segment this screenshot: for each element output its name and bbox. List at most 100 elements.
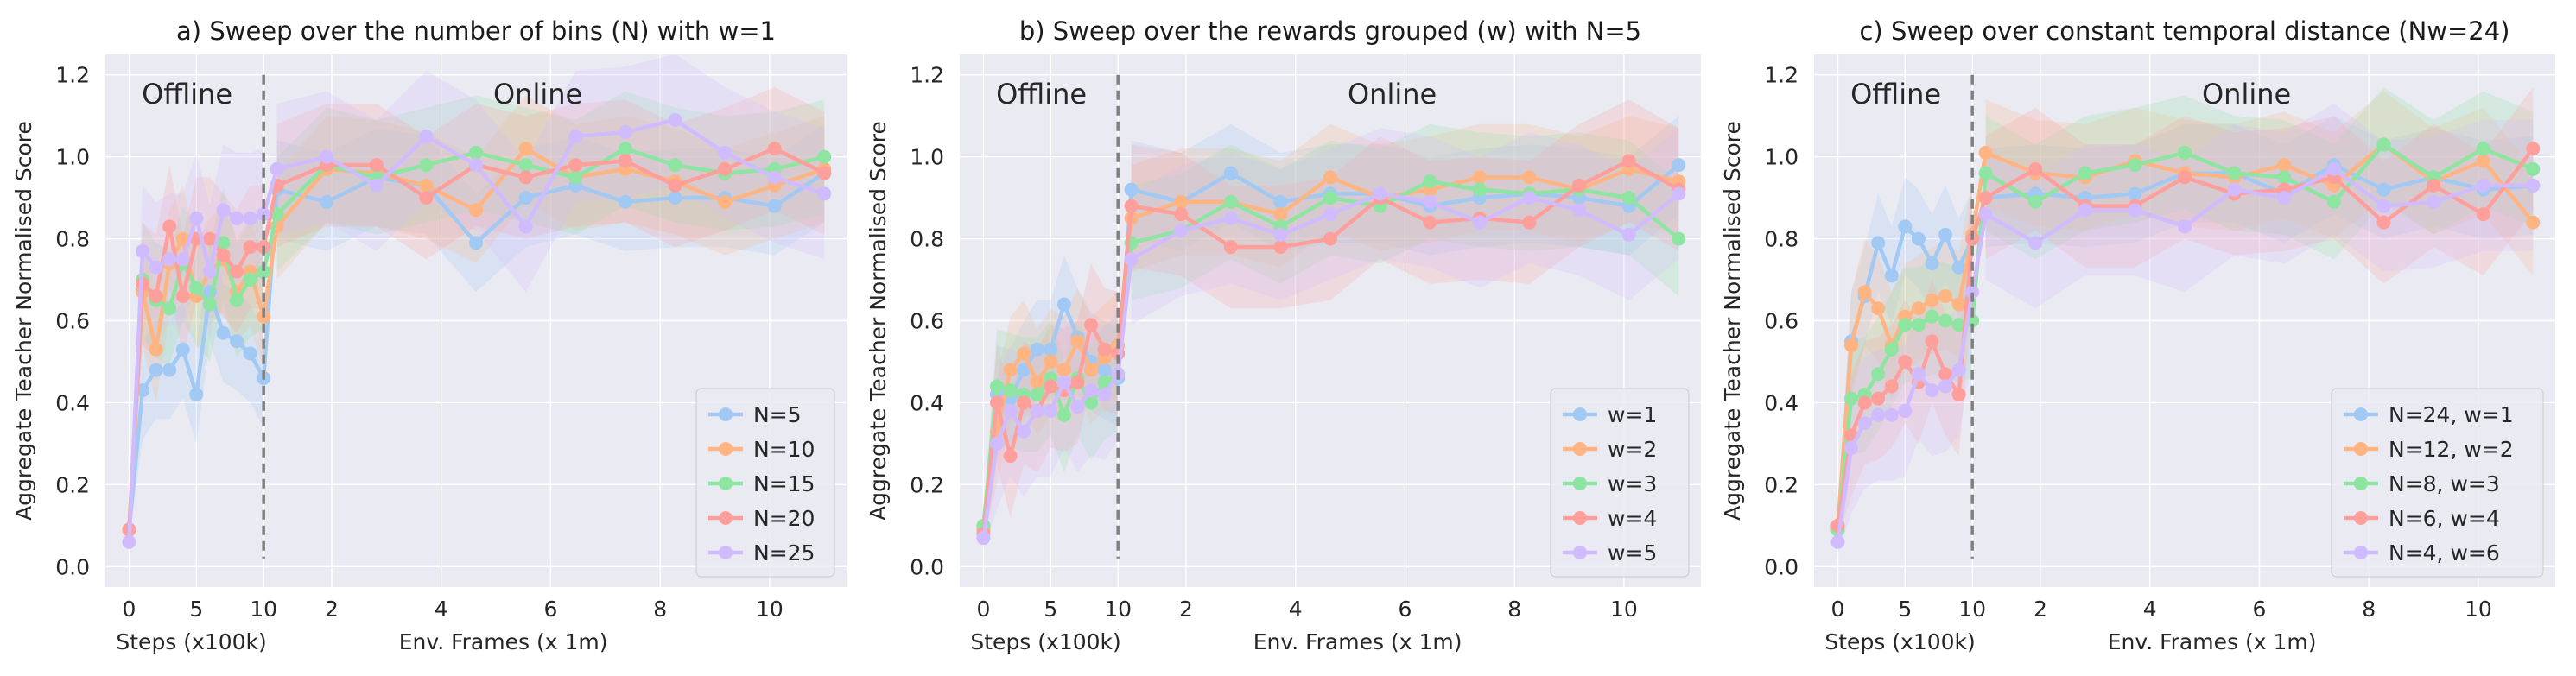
data-point-w=2 <box>1174 194 1189 209</box>
data-point-N=25 <box>162 252 177 267</box>
legend-marker <box>2354 442 2368 456</box>
data-point-w=4 <box>1124 199 1139 213</box>
data-point-N=20 <box>767 142 782 156</box>
data-point-w=5 <box>1174 224 1189 238</box>
data-point-N=6, w=4 <box>2178 170 2192 185</box>
data-point-N=20 <box>149 289 163 304</box>
data-point-N=25 <box>270 161 284 176</box>
data-point-N=25 <box>175 252 190 267</box>
data-point-N=6, w=4 <box>2526 142 2541 156</box>
data-point-w=2 <box>1017 346 1031 361</box>
x-tick-label-online: 8 <box>2362 597 2376 622</box>
data-point-N=25 <box>189 211 204 225</box>
data-point-w=3 <box>1084 395 1099 410</box>
legend-marker <box>1573 546 1587 559</box>
data-point-N=8, w=3 <box>1871 367 1886 382</box>
data-point-w=1 <box>1097 363 1112 377</box>
data-point-N=4, w=6 <box>1898 403 1913 418</box>
phase-label-online: Online <box>2202 78 2291 111</box>
data-point-w=2 <box>1056 363 1071 377</box>
data-point-N=6, w=4 <box>1898 354 1913 369</box>
data-point-w=3 <box>1097 375 1112 389</box>
data-point-N=15 <box>518 158 533 173</box>
data-point-N=15 <box>216 236 231 250</box>
data-point-w=4 <box>1423 215 1437 230</box>
data-point-N=25 <box>568 129 583 143</box>
data-point-N=5 <box>469 236 484 250</box>
data-point-N=25 <box>230 211 244 225</box>
data-point-N=5 <box>175 342 190 357</box>
legend-label: N=12, w=2 <box>2389 437 2514 462</box>
x-tick-label-online: 2 <box>2034 597 2047 622</box>
x-axis-label-online: Env. Frames (x 1m) <box>2108 629 2317 654</box>
data-point-N=12, w=2 <box>1938 289 1953 304</box>
data-point-N=25 <box>320 149 334 164</box>
legend-box <box>695 388 835 578</box>
legend-label: N=5 <box>753 402 802 427</box>
data-point-N=5 <box>618 194 632 209</box>
data-point-N=10 <box>718 194 733 209</box>
data-point-N=24, w=1 <box>1925 256 1939 271</box>
data-point-N=20 <box>230 264 244 279</box>
data-point-N=6, w=4 <box>2476 207 2490 222</box>
data-point-N=8, w=3 <box>2078 166 2092 180</box>
y-tick-label: 0.6 <box>55 309 90 334</box>
data-point-N=6, w=4 <box>2028 161 2043 176</box>
data-point-N=12, w=2 <box>2277 158 2292 173</box>
data-point-N=20 <box>668 178 682 193</box>
x-tick-label-offline: 0 <box>1831 597 1845 622</box>
phase-label-online: Online <box>493 78 582 111</box>
data-point-N=15 <box>230 293 244 307</box>
x-axis-label-online: Env. Frames (x 1m) <box>399 629 608 654</box>
data-point-N=5 <box>518 191 533 205</box>
data-point-w=5 <box>1044 403 1058 418</box>
data-point-N=4, w=6 <box>2376 199 2391 213</box>
legend-marker <box>719 407 733 421</box>
data-point-N=12, w=2 <box>1911 301 1926 316</box>
x-axis-label-offline: Steps (x100k) <box>970 629 1120 654</box>
data-point-w=5 <box>1373 186 1387 201</box>
data-point-w=4 <box>1621 154 1636 168</box>
data-point-N=20 <box>568 158 583 173</box>
data-point-N=12, w=2 <box>1925 293 1939 307</box>
data-point-N=20 <box>175 289 190 304</box>
legend-marker <box>719 442 733 456</box>
data-point-N=25 <box>718 145 733 160</box>
y-tick-label: 1.2 <box>910 63 944 88</box>
data-point-N=4, w=6 <box>2028 236 2043 250</box>
data-point-w=1 <box>1017 363 1031 377</box>
x-tick-label-online: 2 <box>1179 597 1193 622</box>
data-point-w=2 <box>1030 375 1044 389</box>
legend-label: N=8, w=3 <box>2389 471 2500 496</box>
data-point-w=5 <box>1621 227 1636 242</box>
x-tick-label-offline: 10 <box>1958 597 1986 622</box>
data-point-N=8, w=3 <box>1951 318 1966 332</box>
data-point-N=4, w=6 <box>1844 440 1859 455</box>
x-tick-label-online: 6 <box>543 597 557 622</box>
data-point-w=4 <box>1070 375 1085 389</box>
data-point-N=4, w=6 <box>1978 207 1993 222</box>
x-tick-label-offline: 10 <box>1104 597 1132 622</box>
data-point-w=1 <box>1124 182 1139 197</box>
data-point-N=12, w=2 <box>2476 154 2490 168</box>
data-point-N=4, w=6 <box>2227 182 2242 197</box>
y-tick-label: 0.8 <box>55 227 90 252</box>
data-point-w=3 <box>1423 174 1437 189</box>
data-point-N=4, w=6 <box>2078 203 2092 218</box>
data-point-N=8, w=3 <box>1898 318 1913 332</box>
data-point-N=6, w=4 <box>1978 191 1993 205</box>
legend-marker <box>719 546 733 559</box>
data-point-N=8, w=3 <box>2277 170 2292 185</box>
data-point-N=4, w=6 <box>2277 191 2292 205</box>
data-point-N=5 <box>668 191 682 205</box>
y-tick-label: 1.2 <box>55 63 90 88</box>
data-point-N=4, w=6 <box>1925 383 1939 398</box>
data-point-w=2 <box>1273 207 1288 222</box>
data-point-N=20 <box>162 219 177 234</box>
chart-panel-2: 0.0 0.2 0.4 0.6 0.8 1.0 1.2 0 5 10 2 4 6 8 10 Offline On… <box>866 16 1701 654</box>
data-point-w=3 <box>1621 191 1636 205</box>
data-point-N=6, w=4 <box>1925 334 1939 349</box>
y-tick-label: 0.0 <box>55 554 90 579</box>
x-tick-label-offline: 5 <box>189 597 203 622</box>
data-point-w=5 <box>1084 383 1099 398</box>
